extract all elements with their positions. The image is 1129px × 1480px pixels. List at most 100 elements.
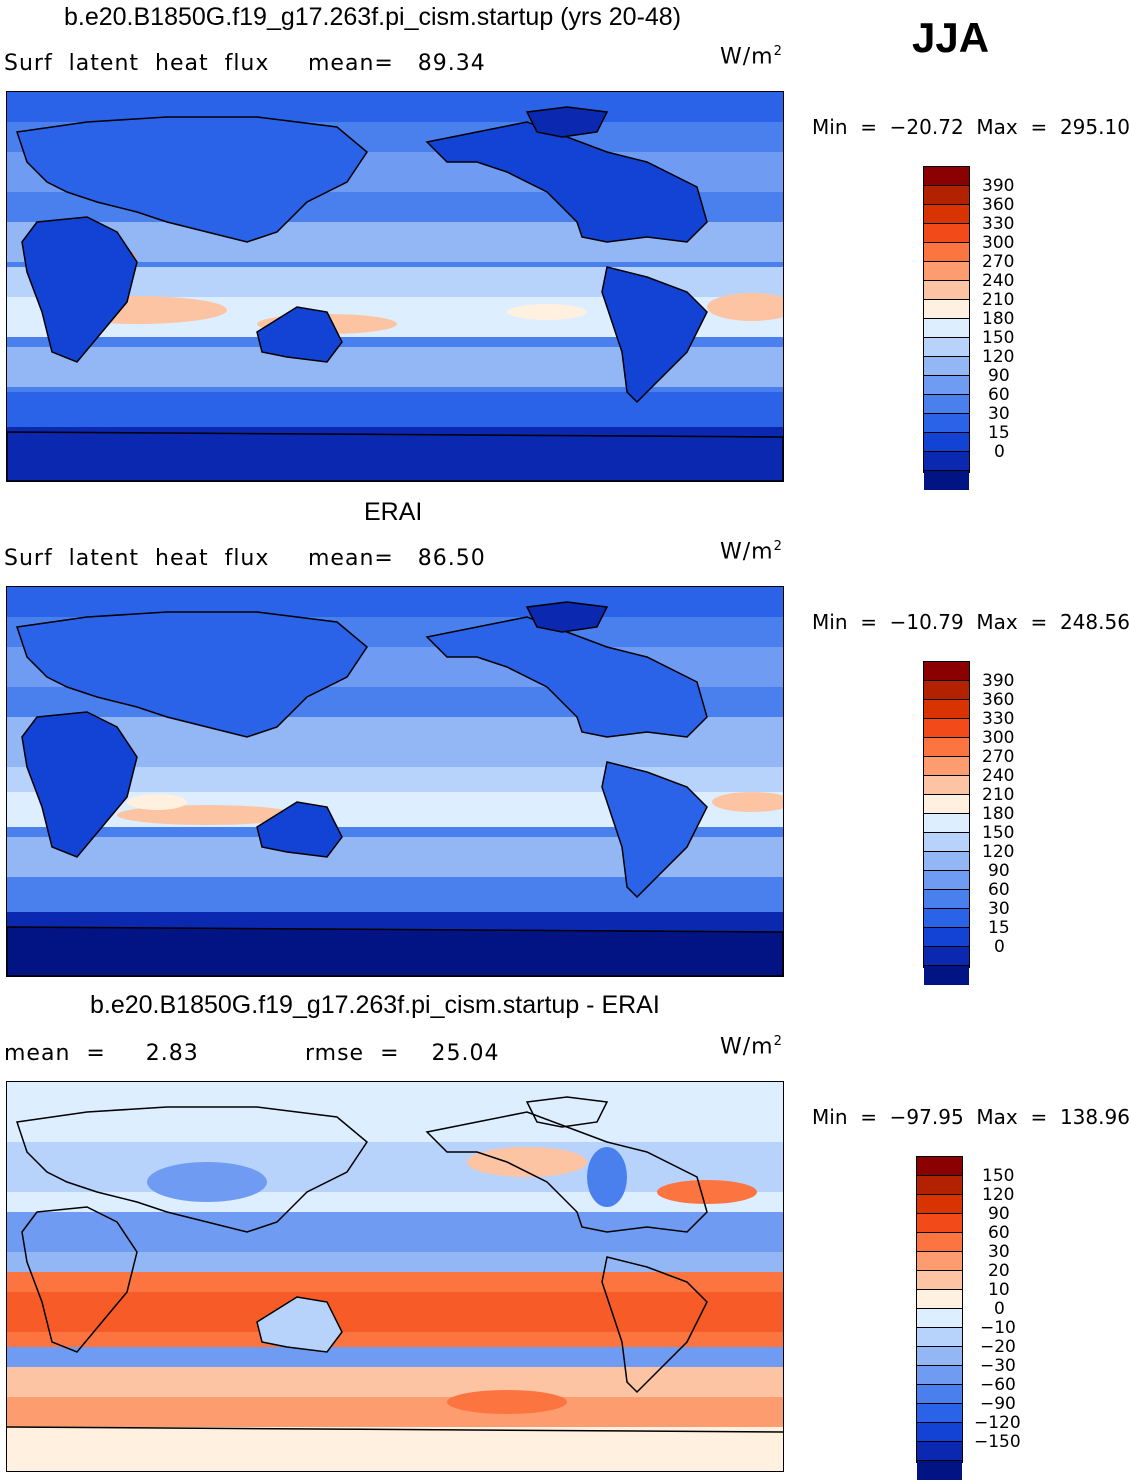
panel-3-units: W/m2: [720, 1034, 783, 1060]
colorbar-label: 60: [988, 385, 1010, 405]
colorbar-swatch: [924, 757, 969, 776]
panel-2-mean: mean= 86.50: [308, 546, 486, 571]
colorbar-label: 120: [982, 842, 1015, 862]
colorbar-label: 60: [988, 1223, 1010, 1243]
colorbar-label: 180: [982, 804, 1015, 824]
panel-3-colorbar: [916, 1156, 963, 1480]
colorbar-swatch: [917, 1385, 962, 1404]
colorbar-label: 270: [982, 747, 1015, 767]
colorbar-swatch: [917, 1214, 962, 1233]
panel-3-rmse: rmse = 25.04: [305, 1041, 500, 1066]
panel-1-minmax: Min = −20.72 Max = 295.10: [812, 115, 1129, 139]
colorbar-swatch: [924, 928, 969, 947]
panel-2-map: [6, 586, 784, 977]
colorbar-swatch: [924, 947, 969, 966]
colorbar-swatch: [924, 300, 969, 319]
colorbar-swatch: [917, 1176, 962, 1195]
colorbar-swatch: [924, 909, 969, 928]
colorbar-label: −30: [980, 1356, 1016, 1376]
panel-1-map: [6, 91, 784, 482]
colorbar-swatch: [924, 433, 969, 452]
colorbar-swatch: [917, 1233, 962, 1252]
colorbar-swatch: [924, 281, 969, 300]
panel-1-colorbar: [923, 166, 970, 490]
colorbar-label: 330: [982, 214, 1015, 234]
colorbar-swatch: [917, 1195, 962, 1214]
colorbar-swatch: [924, 814, 969, 833]
panel-2-colorbar: [923, 661, 970, 985]
colorbar-label: 120: [982, 347, 1015, 367]
colorbar-label: 30: [988, 404, 1010, 424]
colorbar-swatch: [924, 452, 969, 471]
colorbar-label: 360: [982, 195, 1015, 215]
colorbar-swatch: [924, 719, 969, 738]
colorbar-label: 240: [982, 271, 1015, 291]
colorbar-label: 120: [982, 1185, 1015, 1205]
panel-3-mean: mean = 2.83: [4, 1041, 199, 1066]
colorbar-label: 390: [982, 671, 1015, 691]
colorbar-label: −120: [974, 1413, 1021, 1433]
colorbar-swatch: [924, 700, 969, 719]
colorbar-swatch: [924, 795, 969, 814]
colorbar-swatch: [924, 338, 969, 357]
colorbar-swatch: [924, 471, 969, 490]
colorbar-swatch: [917, 1157, 962, 1176]
colorbar-label: −10: [980, 1318, 1016, 1338]
colorbar-swatch: [924, 890, 969, 909]
colorbar-label: 30: [988, 899, 1010, 919]
colorbar-label: 10: [988, 1280, 1010, 1300]
panel-1-variable: Surf latent heat flux: [4, 51, 270, 76]
colorbar-label: 330: [982, 709, 1015, 729]
colorbar-swatch: [924, 243, 969, 262]
colorbar-swatch: [924, 262, 969, 281]
colorbar-swatch: [917, 1347, 962, 1366]
colorbar-swatch: [924, 833, 969, 852]
panel-2-minmax: Min = −10.79 Max = 248.56: [812, 610, 1129, 634]
panel-1-title: b.e20.B1850G.f19_g17.263f.pi_cism.startu…: [64, 3, 682, 31]
panel-1-mean: mean= 89.34: [308, 51, 486, 76]
panel-2-title: ERAI: [364, 498, 423, 526]
colorbar-swatch: [924, 776, 969, 795]
colorbar-swatch: [924, 966, 969, 985]
colorbar-label: 20: [988, 1261, 1010, 1281]
colorbar-label: 15: [988, 918, 1010, 938]
colorbar-label: −60: [980, 1375, 1016, 1395]
colorbar-label: 150: [982, 823, 1015, 843]
colorbar-swatch: [924, 167, 969, 186]
colorbar-label: −150: [974, 1432, 1021, 1452]
colorbar-swatch: [917, 1461, 962, 1480]
colorbar-label: 90: [988, 861, 1010, 881]
colorbar-label: 240: [982, 766, 1015, 786]
colorbar-swatch: [917, 1423, 962, 1442]
colorbar-swatch: [917, 1252, 962, 1271]
colorbar-swatch: [917, 1290, 962, 1309]
colorbar-swatch: [924, 205, 969, 224]
panel-2-units: W/m2: [720, 539, 783, 565]
colorbar-label: −90: [980, 1394, 1016, 1414]
panel-1-units: W/m2: [720, 44, 783, 70]
colorbar-swatch: [917, 1442, 962, 1461]
panel-3-map: [6, 1081, 784, 1472]
colorbar-swatch: [924, 186, 969, 205]
panel-3-minmax: Min = −97.95 Max = 138.96: [812, 1105, 1129, 1129]
colorbar-label: 15: [988, 423, 1010, 443]
colorbar-swatch: [917, 1328, 962, 1347]
colorbar-swatch: [917, 1309, 962, 1328]
colorbar-swatch: [924, 414, 969, 433]
colorbar-label: −20: [980, 1337, 1016, 1357]
colorbar-label: 300: [982, 728, 1015, 748]
colorbar-label: 360: [982, 690, 1015, 710]
panel-3-title: b.e20.B1850G.f19_g17.263f.pi_cism.startu…: [90, 991, 660, 1019]
colorbar-swatch: [924, 852, 969, 871]
colorbar-swatch: [917, 1271, 962, 1290]
colorbar-label: 90: [988, 366, 1010, 386]
colorbar-label: 270: [982, 252, 1015, 272]
colorbar-label: 180: [982, 309, 1015, 329]
colorbar-swatch: [924, 871, 969, 890]
colorbar-swatch: [917, 1404, 962, 1423]
colorbar-swatch: [924, 662, 969, 681]
colorbar-label: 90: [988, 1204, 1010, 1224]
colorbar-label: 60: [988, 880, 1010, 900]
colorbar-swatch: [917, 1366, 962, 1385]
colorbar-swatch: [924, 681, 969, 700]
